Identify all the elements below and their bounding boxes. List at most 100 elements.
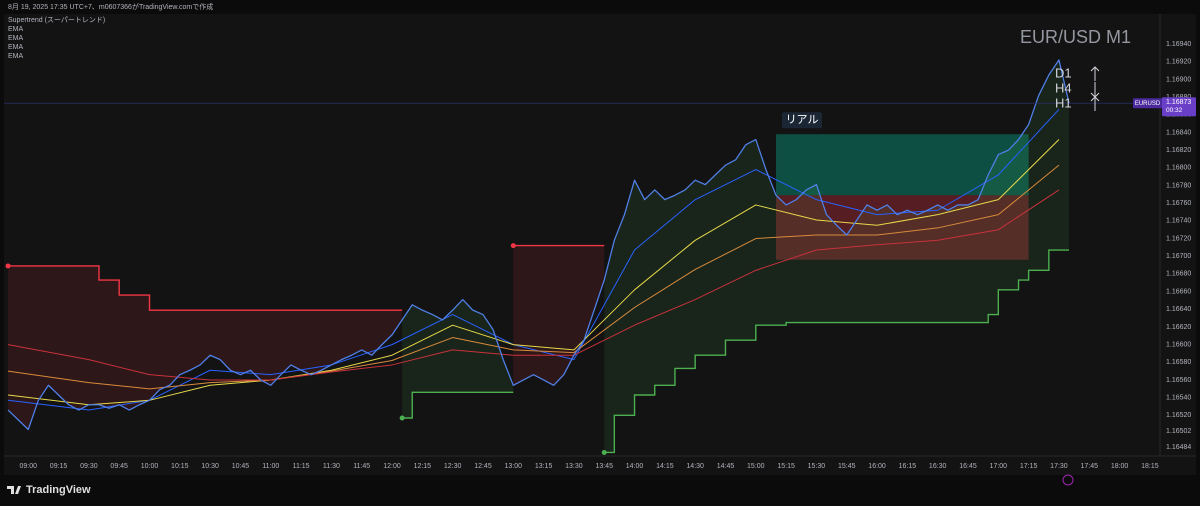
annotation: H4 xyxy=(1055,80,1072,95)
legend-entry: EMA xyxy=(8,35,24,42)
x-tick-label: 13:15 xyxy=(535,463,553,470)
y-tick-label: 1.16760 xyxy=(1166,200,1191,207)
symbol-label: EURUSD xyxy=(1135,101,1161,107)
position-stop xyxy=(776,195,1029,260)
chart-title: EUR/USD M1 xyxy=(1020,27,1131,47)
supertrend-line xyxy=(604,249,1070,454)
trend-fill xyxy=(8,265,403,430)
y-tick-label: 1.16940 xyxy=(1166,41,1191,48)
y-tick-label: 1.16640 xyxy=(1166,306,1191,313)
x-tick-label: 13:45 xyxy=(595,463,613,470)
x-tick-label: 10:30 xyxy=(201,463,219,470)
x-tick-label: 09:45 xyxy=(110,463,128,470)
supertrend-line xyxy=(8,265,403,311)
x-tick-label: 14:15 xyxy=(656,463,674,470)
ema-line xyxy=(7,189,1060,381)
x-tick-label: 09:00 xyxy=(19,463,37,470)
y-tick-label: 1.16780 xyxy=(1166,182,1191,189)
trend-fill xyxy=(604,59,1070,453)
brand: TradingView xyxy=(26,484,91,496)
annotation: H1 xyxy=(1055,95,1072,110)
y-tick-label: 1.16920 xyxy=(1166,59,1191,66)
price-label-box xyxy=(1162,97,1196,117)
x-tick-label: 17:00 xyxy=(990,463,1008,470)
x-tick-label: 10:00 xyxy=(141,463,159,470)
ema-line xyxy=(7,109,1060,411)
y-tick-label: 1.16820 xyxy=(1166,147,1191,154)
y-tick-label: 1.16700 xyxy=(1166,253,1191,260)
legend-entry: EMA xyxy=(8,26,24,33)
legend-entry: Supertrend (スーパートレンド) xyxy=(8,16,105,24)
ema-line xyxy=(7,164,1060,390)
y-tick-label: 1.16540 xyxy=(1166,394,1191,401)
supertrend-start xyxy=(601,449,607,455)
supertrend-line xyxy=(402,391,514,419)
y-tick-label: 1.16740 xyxy=(1166,218,1191,225)
x-tick-label: 11:45 xyxy=(353,463,370,470)
x-tick-label: 15:00 xyxy=(747,463,765,470)
y-tick-label: 1.16600 xyxy=(1166,341,1191,348)
y-tick-label: 1.16620 xyxy=(1166,324,1191,331)
x-tick-label: 09:30 xyxy=(80,463,98,470)
trend-fill xyxy=(402,299,514,418)
y-tick-label: 1.16720 xyxy=(1166,235,1191,242)
position-label: リアル xyxy=(786,114,819,126)
supertrend-start xyxy=(5,263,11,269)
x-tick-label: 15:30 xyxy=(808,463,826,470)
x-tick-label: 15:15 xyxy=(777,463,795,470)
arrows xyxy=(1090,66,1100,111)
x-tick-label: 16:15 xyxy=(899,463,917,470)
countdown: 00:32 xyxy=(1166,107,1183,114)
legend-entry: EMA xyxy=(8,53,24,60)
x-tick-label: 18:15 xyxy=(1141,463,1159,470)
position-label-box xyxy=(782,112,823,129)
x-tick-label: 14:30 xyxy=(686,463,704,470)
y-tick-label: 1.16900 xyxy=(1166,76,1191,83)
x-tick-label: 11:00 xyxy=(262,463,279,470)
x-tick-label: 16:00 xyxy=(868,463,886,470)
price-label: 1.16873 xyxy=(1166,99,1191,106)
y-tick-label: 1.16800 xyxy=(1166,165,1191,172)
x-tick-label: 10:45 xyxy=(232,463,250,470)
x-tick-label: 11:30 xyxy=(323,463,340,470)
x-tick-label: 12:15 xyxy=(414,463,432,470)
plot-area xyxy=(4,14,1196,475)
header: 8月 19, 2025 17:35 UTC+7、m0607366がTrading… xyxy=(8,2,213,11)
symbol-label-box xyxy=(1133,98,1162,109)
x-tick-label: 10:15 xyxy=(171,463,189,470)
y-tick-label: 1.16680 xyxy=(1166,271,1191,278)
x-tick-label: 16:45 xyxy=(959,463,977,470)
x-tick-label: 13:30 xyxy=(565,463,583,470)
x-tick-label: 15:45 xyxy=(838,463,856,470)
alert-icon xyxy=(1062,474,1074,486)
x-tick-label: 18:00 xyxy=(1111,463,1129,470)
x-tick-label: 11:15 xyxy=(293,463,310,470)
y-tick-label: 1.16580 xyxy=(1166,359,1191,366)
logo: TradingView xyxy=(7,484,91,496)
x-tick-label: 17:15 xyxy=(1020,463,1038,470)
x-tick-label: 12:45 xyxy=(474,463,492,470)
x-tick-label: 17:30 xyxy=(1050,463,1068,470)
y-tick-label: 1.16840 xyxy=(1166,129,1191,136)
x-tick-label: 09:15 xyxy=(50,463,68,470)
x-tick-label: 14:00 xyxy=(626,463,644,470)
y-tick-label: 1.16660 xyxy=(1166,288,1191,295)
y-tick-label: 1.16484 xyxy=(1166,444,1191,451)
x-tick-label: 17:45 xyxy=(1081,463,1099,470)
price-line xyxy=(7,59,1070,431)
y-tick-label: 1.16502 xyxy=(1166,428,1191,435)
x-tick-label: 12:30 xyxy=(444,463,462,470)
x-tick-label: 14:45 xyxy=(717,463,735,470)
x-tick-label: 13:00 xyxy=(505,463,523,470)
x-tick-label: 16:30 xyxy=(929,463,947,470)
y-tick-label: 1.16560 xyxy=(1166,377,1191,384)
x-tick-label: 12:00 xyxy=(383,463,401,470)
supertrend-start xyxy=(510,243,516,249)
position-target xyxy=(776,134,1029,196)
chart-layer: 09:00 09:15 09:30 09:45 10:00 10:15 10:30 10:45… xyxy=(4,16,1196,470)
annotation: D1 xyxy=(1055,65,1072,80)
legend-entry: EMA xyxy=(8,44,24,51)
y-tick-label: 1.16520 xyxy=(1166,412,1191,419)
ema-line xyxy=(7,139,1060,406)
